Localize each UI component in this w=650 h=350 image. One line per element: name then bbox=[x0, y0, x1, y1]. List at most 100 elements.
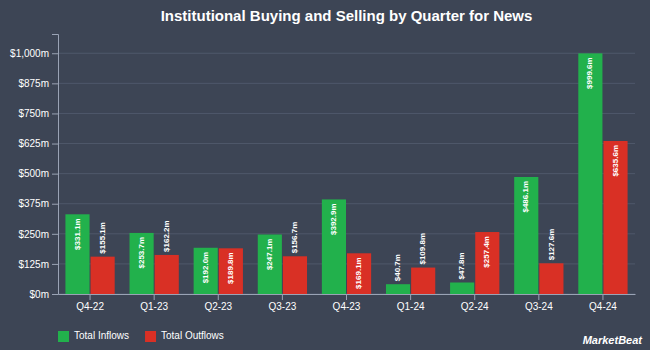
tick: Q3-24 bbox=[525, 294, 553, 312]
tick-label: Q3-24 bbox=[525, 301, 553, 312]
legend-swatch bbox=[58, 331, 69, 342]
grid-line bbox=[58, 173, 635, 174]
grid bbox=[58, 53, 635, 294]
tick: $625m bbox=[18, 138, 58, 149]
bar bbox=[258, 235, 282, 294]
tick-label: Q2-24 bbox=[461, 301, 489, 312]
tick-mark bbox=[52, 264, 58, 265]
tick-mark bbox=[474, 294, 475, 300]
tick-label: Q4-24 bbox=[589, 301, 617, 312]
tick: $500m bbox=[18, 168, 58, 179]
tick: $1,000m bbox=[10, 48, 58, 59]
tick-mark bbox=[52, 294, 58, 295]
grid-line bbox=[58, 143, 635, 144]
legend-label: Total Inflows bbox=[74, 330, 129, 341]
data-labels: $331.1m $253.7m $192.0m $247.1m $392.9m $40.7… bbox=[73, 57, 620, 289]
tick-mark bbox=[52, 53, 58, 54]
tick-label: $625m bbox=[18, 138, 49, 149]
data-label: $189.8m bbox=[226, 252, 235, 284]
annotation: MarketBeat bbox=[583, 334, 644, 346]
tick-label: Q4-22 bbox=[76, 301, 104, 312]
tick-mark bbox=[52, 234, 58, 235]
bar bbox=[578, 53, 602, 294]
tick-mark bbox=[52, 204, 58, 205]
x-axis: Q4-22 Q1-23 Q2-23 Q3-23 Q4-23 Q1-24 Q2-24 Q3-24… bbox=[59, 294, 636, 312]
tick: Q1-23 bbox=[140, 294, 168, 312]
bars bbox=[65, 53, 627, 294]
tick: Q1-24 bbox=[397, 294, 425, 312]
legend-swatch bbox=[145, 331, 156, 342]
data-label: $127.6m bbox=[547, 229, 556, 261]
tick: Q3-23 bbox=[268, 294, 296, 312]
bar bbox=[91, 257, 115, 294]
tick: $750m bbox=[18, 108, 58, 119]
bar bbox=[386, 284, 410, 294]
tick: $0m bbox=[30, 289, 58, 300]
data-label: $253.7m bbox=[137, 237, 146, 269]
tick-mark bbox=[52, 113, 58, 114]
tick-mark bbox=[52, 83, 58, 84]
data-label: $392.9m bbox=[329, 203, 338, 235]
y-axis: $0m $125m $250m $375m $500m $625m $750m $875m $1… bbox=[10, 35, 58, 300]
data-label: $162.2m bbox=[162, 220, 171, 252]
tick: Q2-24 bbox=[461, 294, 489, 312]
tick: $375m bbox=[18, 198, 58, 209]
tick: $875m bbox=[18, 78, 58, 89]
tick-mark bbox=[410, 294, 411, 300]
bar bbox=[450, 282, 474, 294]
grid-line bbox=[58, 113, 635, 114]
tick-mark bbox=[538, 294, 539, 300]
tick-label: $0m bbox=[30, 289, 49, 300]
grid-line bbox=[58, 203, 635, 204]
tick-label: $375m bbox=[18, 198, 49, 209]
legend-label: Total Outflows bbox=[161, 330, 224, 341]
tick-mark bbox=[52, 144, 58, 145]
tick-mark bbox=[154, 294, 155, 300]
bar bbox=[475, 232, 499, 294]
tick-label: Q2-23 bbox=[204, 301, 232, 312]
tick-label: $1,000m bbox=[10, 48, 49, 59]
tick-label: Q1-24 bbox=[397, 301, 425, 312]
tick-mark bbox=[346, 294, 347, 300]
bar bbox=[130, 233, 154, 294]
title: Institutional Buying and Selling by Quar… bbox=[161, 7, 533, 24]
tick: Q4-22 bbox=[76, 294, 104, 312]
data-label: $486.1m bbox=[521, 181, 530, 213]
legend-item: Total Outflows bbox=[145, 330, 224, 342]
data-label: $155.1m bbox=[98, 222, 107, 254]
tick-label: $250m bbox=[18, 229, 49, 240]
data-label: $40.7m bbox=[393, 254, 402, 281]
tick-label: $125m bbox=[18, 259, 49, 270]
bar bbox=[603, 141, 627, 294]
tick: $250m bbox=[18, 229, 58, 240]
tick: Q2-23 bbox=[204, 294, 232, 312]
tick-label: Q1-23 bbox=[140, 301, 168, 312]
tick-label: Q4-23 bbox=[333, 301, 361, 312]
bar bbox=[411, 268, 435, 294]
legend: Total Inflows Total Outflows bbox=[58, 330, 224, 342]
plot: $331.1m $253.7m $192.0m $247.1m $392.9m $40.7… bbox=[10, 35, 635, 313]
tick-label: $750m bbox=[18, 108, 49, 119]
bar bbox=[194, 248, 218, 294]
data-label: $331.1m bbox=[73, 218, 82, 250]
chart: $331.1m $253.7m $192.0m $247.1m $392.9m $40.7… bbox=[0, 0, 650, 350]
tick: $125m bbox=[18, 259, 58, 270]
data-label: $109.8m bbox=[418, 233, 427, 265]
tick-label: $500m bbox=[18, 168, 49, 179]
data-label: $257.4m bbox=[482, 236, 491, 268]
legend-item: Total Inflows bbox=[58, 330, 129, 342]
tick: Q4-23 bbox=[333, 294, 361, 312]
tick-label: Q3-23 bbox=[268, 301, 296, 312]
data-label: $47.8m bbox=[457, 252, 466, 279]
data-label: $635.6m bbox=[611, 145, 620, 177]
bar bbox=[347, 253, 371, 294]
background bbox=[0, 0, 650, 350]
tick-mark bbox=[52, 174, 58, 175]
data-label: $247.1m bbox=[265, 239, 274, 271]
axis-line bbox=[52, 35, 59, 295]
bar bbox=[219, 248, 243, 294]
data-label: $192.0m bbox=[201, 252, 210, 284]
grid-line bbox=[58, 53, 635, 54]
bar bbox=[539, 263, 563, 294]
bar bbox=[322, 199, 346, 294]
